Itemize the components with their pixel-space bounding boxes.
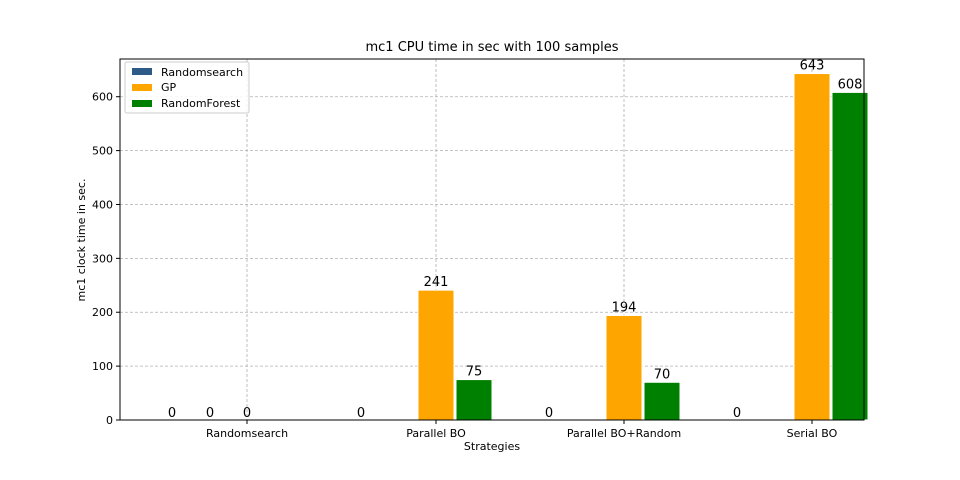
- x-tick-label: Parallel BO+Random: [567, 427, 681, 440]
- data-label: 0: [357, 406, 365, 421]
- y-tick-label: 500: [92, 145, 113, 158]
- axis-ticks: 0 100 200 300 400 500 600 Randomsearch Parallel …: [92, 91, 838, 440]
- bar-gp: [417, 289, 455, 421]
- y-tick-label: 300: [92, 252, 113, 265]
- plot-frame: [119, 58, 865, 421]
- y-tick-label: 400: [92, 198, 113, 211]
- data-label: 0: [733, 406, 741, 421]
- legend-swatch-gp: [132, 84, 152, 91]
- data-label: 241: [424, 275, 449, 290]
- data-label: 643: [800, 59, 825, 74]
- data-label: 70: [654, 367, 671, 382]
- y-tick-label: 100: [92, 360, 113, 373]
- y-axis-label: mc1 clock time in sec.: [75, 179, 88, 302]
- x-axis-label: Strategies: [464, 440, 520, 453]
- data-label: 0: [206, 406, 214, 421]
- legend-swatch-randomsearch: [132, 68, 152, 75]
- x-tick-label: Randomsearch: [206, 427, 288, 440]
- data-labels: 0 0 0 0 241 75 0 194 70 0 643 608: [168, 59, 863, 421]
- x-tick-label: Parallel BO: [406, 427, 466, 440]
- bar-randomforest: [455, 379, 493, 421]
- bar-gp: [793, 73, 831, 421]
- data-label: 0: [168, 406, 176, 421]
- bar-randomforest: [831, 91, 869, 421]
- data-label: 75: [466, 365, 483, 380]
- data-label: 0: [243, 406, 251, 421]
- y-tick-label: 0: [106, 414, 113, 427]
- data-label: 608: [838, 77, 863, 92]
- data-label: 0: [545, 406, 553, 421]
- y-tick-label: 200: [92, 306, 113, 319]
- legend-label-gp: GP: [161, 81, 177, 94]
- legend-label-randomforest: RandomForest: [161, 97, 241, 110]
- legend-box: [124, 61, 250, 114]
- chart-title: mc1 CPU time in sec with 100 samples: [365, 40, 618, 55]
- y-tick-label: 600: [92, 91, 113, 104]
- bar-randomforest: [643, 381, 681, 421]
- x-tick-label: Serial BO: [787, 427, 838, 440]
- bar-gp: [605, 314, 643, 421]
- legend-swatch-randomforest: [132, 100, 152, 107]
- data-label: 194: [612, 300, 637, 315]
- bars: [417, 73, 869, 421]
- legend: Randomsearch GP RandomForest: [124, 61, 250, 114]
- legend-label-randomsearch: Randomsearch: [161, 66, 243, 79]
